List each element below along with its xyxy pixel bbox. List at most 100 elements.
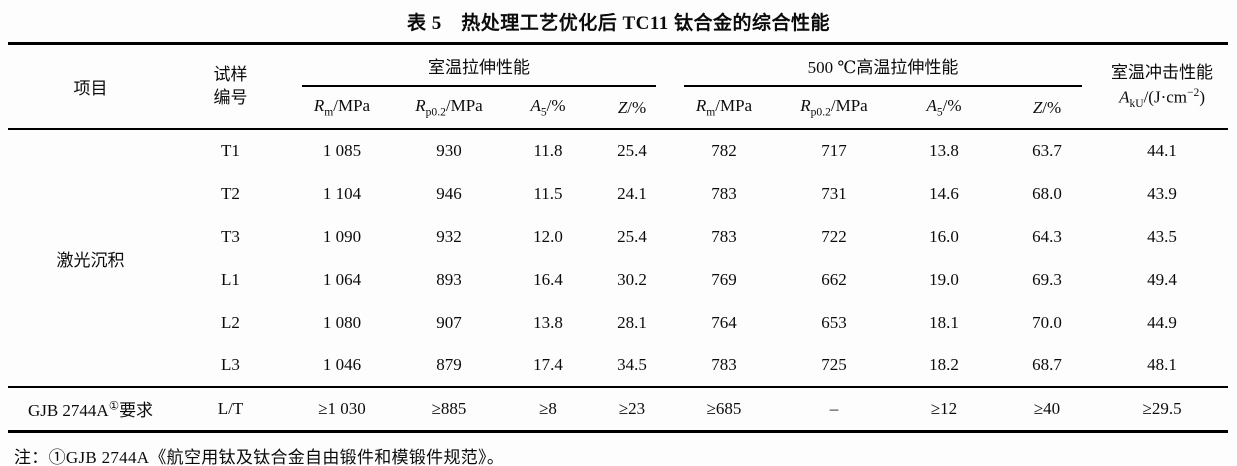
value-cell: 1 104 (322, 183, 362, 203)
value-cell: 16.4 (533, 269, 563, 289)
sample-label-line2: 编号 (213, 87, 248, 107)
value-cell: 17.4 (533, 355, 563, 374)
sample-id-cell: L1 (221, 269, 240, 289)
value-cell: 25.4 (617, 226, 647, 246)
subcol-a5-room: A5/% (530, 96, 566, 119)
footnote: 注：①GJB 2744A《航空用钛及钛合金自由锻件和模锻件规范》。 (14, 447, 505, 466)
sample-id-cell: T1 (173, 128, 288, 172)
value-cell: 18.2 (929, 355, 959, 374)
table-row-l3: L3 1 046 879 17.4 34.5 783 725 18.2 68.7… (8, 344, 1228, 387)
value-cell: 1 085 (288, 128, 396, 172)
value-cell: 782 (670, 128, 778, 172)
value-cell: 11.8 (502, 128, 594, 172)
sample-id-cell: L3 (221, 355, 240, 374)
value-cell: 783 (711, 355, 737, 374)
header-row-groups: 项目 试样 编号 室温拉伸性能 500 ℃高温拉伸性能 室温冲击性能 AkU/(… (8, 44, 1228, 110)
col-header-item: 项目 (73, 79, 108, 98)
subcol-z-room: Z/% (617, 97, 647, 117)
value-cell: 1 080 (322, 312, 362, 332)
value-cell: 25.4 (594, 128, 670, 172)
value-cell: 879 (436, 355, 462, 374)
value-cell: 930 (396, 128, 502, 172)
value-cell: 44.1 (1096, 128, 1229, 172)
value-cell: ≥1 030 (288, 386, 396, 431)
table-row-l1: L1 1 064 893 16.4 30.2 769 662 19.0 69.3… (8, 258, 1228, 301)
value-cell: 1 064 (322, 269, 362, 289)
value-cell: 64.3 (1032, 226, 1062, 246)
value-cell: ≥40 (998, 386, 1097, 431)
value-cell: 48.1 (1147, 355, 1177, 374)
sample-label-line1: 试样 (213, 64, 248, 84)
value-cell: ≥8 (502, 386, 594, 431)
value-cell: 68.7 (1032, 355, 1062, 374)
value-cell: 70.0 (1032, 312, 1062, 332)
value-cell: 783 (711, 183, 737, 203)
requirement-row: GJB 2744A①要求 L/T ≥1 030 ≥885 ≥8 ≥23 ≥685… (8, 386, 1229, 431)
sample-id-cell: T2 (221, 183, 240, 203)
value-cell: ≥23 (594, 386, 670, 431)
value-cell: 731 (821, 183, 847, 203)
value-cell: 764 (711, 312, 737, 332)
process-group-cell: 激光沉积 (8, 128, 173, 387)
table-row-t3: T3 1 090 932 12.0 25.4 783 722 16.0 64.3… (8, 215, 1228, 258)
properties-table: 项目 试样 编号 室温拉伸性能 500 ℃高温拉伸性能 室温冲击性能 AkU/(… (8, 42, 1229, 433)
subcol-rm-high: Rm/MPa (695, 96, 753, 119)
value-cell: ≥29.5 (1096, 386, 1229, 431)
footnote-ref-icon: ① (108, 398, 120, 413)
value-cell: 14.6 (929, 183, 959, 203)
value-cell: 43.9 (1147, 183, 1177, 203)
value-cell: 13.8 (533, 312, 563, 332)
subcol-a5-high: A5/% (926, 96, 962, 119)
value-cell: 722 (821, 226, 847, 246)
value-cell: ≥12 (890, 386, 998, 431)
value-cell: 43.5 (1147, 226, 1177, 246)
col-header-impact: 室温冲击性能 AkU/(J·cm−2) (1096, 44, 1228, 130)
value-cell: 34.5 (617, 355, 647, 374)
value-cell: 19.0 (929, 269, 959, 289)
value-cell: 18.1 (929, 312, 959, 332)
value-cell: 12.0 (533, 226, 563, 246)
table-title: 表 5 热处理工艺优化后 TC11 钛合金的综合性能 (406, 13, 831, 34)
value-cell: – (778, 386, 890, 431)
subcol-z-high: Z/% (1032, 97, 1062, 117)
value-cell: 24.1 (617, 183, 647, 203)
value-cell: 13.8 (890, 128, 998, 172)
table-row-l2: L2 1 080 907 13.8 28.1 764 653 18.1 70.0… (8, 301, 1228, 344)
sample-id-cell: L/T (173, 386, 288, 431)
impact-formula: AkU/(J·cm−2) (1119, 85, 1205, 110)
requirement-label: GJB 2744A①要求 (8, 386, 173, 431)
subcol-rm-room: Rm/MPa (313, 96, 371, 119)
value-cell: 16.0 (929, 226, 959, 246)
value-cell: 932 (436, 226, 462, 246)
value-cell: 44.9 (1147, 312, 1177, 332)
value-cell: 11.5 (533, 183, 563, 203)
value-cell: 893 (436, 269, 462, 289)
value-cell: ≥685 (670, 386, 778, 431)
value-cell: 1 046 (322, 355, 362, 374)
impact-label: 室温冲击性能 (1111, 62, 1214, 82)
sample-id-cell: L2 (221, 312, 240, 332)
value-cell: 946 (436, 183, 462, 203)
value-cell: ≥885 (396, 386, 502, 431)
value-cell: 1 090 (322, 226, 362, 246)
subcol-rp02-room: Rp0.2/MPa (415, 96, 483, 119)
value-cell: 68.0 (1032, 183, 1062, 203)
value-cell: 717 (778, 128, 890, 172)
value-cell: 49.4 (1147, 269, 1177, 289)
value-cell: 725 (821, 355, 847, 374)
header-row-subcolumns: Rm/MPa Rp0.2/MPa A5/% Z/% Rm/MPa Rp0.2/M… (8, 87, 1228, 129)
value-cell: 28.1 (617, 312, 647, 332)
group-header-high-temp-tensile: 500 ℃高温拉伸性能 (670, 44, 1096, 87)
col-header-sample-id: 试样 编号 (173, 44, 288, 130)
table-row-t1: 激光沉积 T1 1 085 930 11.8 25.4 782 717 13.8… (8, 128, 1229, 387)
value-cell: 63.7 (998, 128, 1097, 172)
value-cell: 69.3 (1032, 269, 1062, 289)
group-header-room-temp-tensile: 室温拉伸性能 (288, 44, 670, 87)
sample-id-cell: T3 (221, 226, 240, 246)
value-cell: 30.2 (617, 269, 647, 289)
value-cell: 653 (821, 312, 847, 332)
value-cell: 907 (436, 312, 462, 332)
value-cell: 662 (821, 269, 847, 289)
value-cell: 783 (711, 226, 737, 246)
